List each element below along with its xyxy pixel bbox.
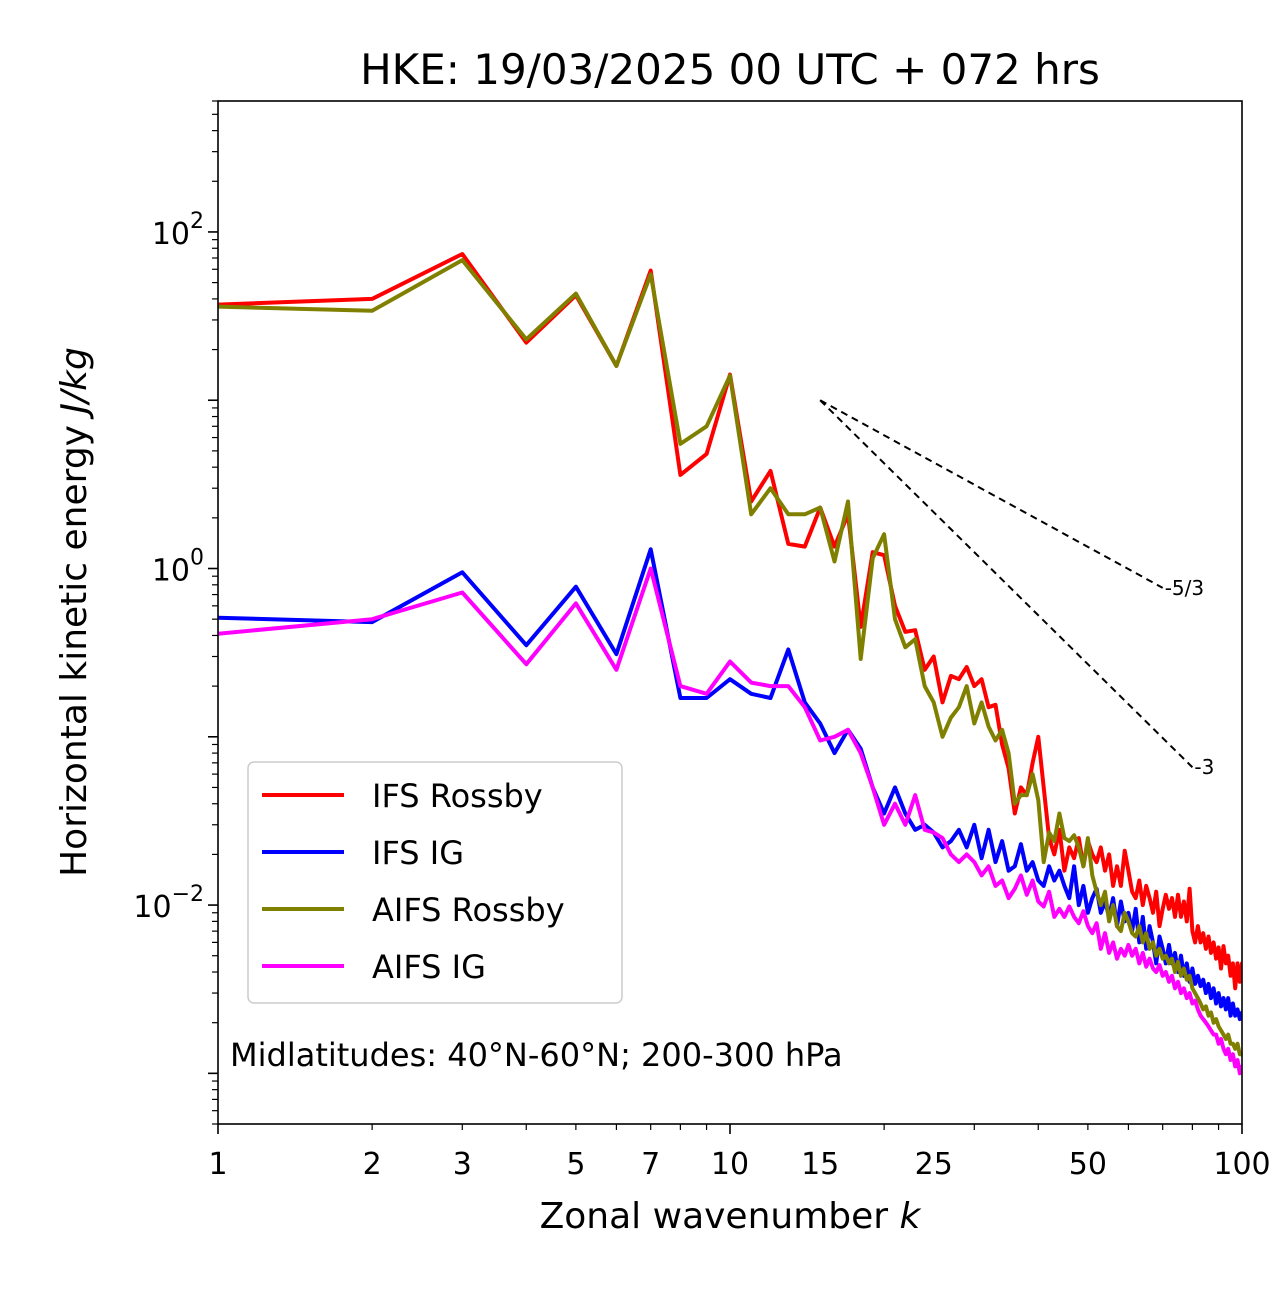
y-tick-label: 102 [152, 209, 204, 252]
reference-lines: -5/3 -3 [819, 399, 1214, 779]
series-line-aifs-rossby [218, 258, 1242, 1057]
reference-line-1 [819, 399, 1164, 589]
legend-label-aifs-ig: AIFS IG [372, 948, 486, 986]
legend-label-aifs-rossby: AIFS Rossby [372, 891, 565, 929]
y-axis-title-unit: J/kg [54, 347, 95, 419]
x-axis: 1 2 3 5 7 10 15 25 50 100 [208, 1124, 1271, 1182]
y-axis-title-text: Horizontal kinetic energy [54, 425, 95, 877]
chart-title: HKE: 19/03/2025 00 UTC + 072 hrs [360, 45, 1100, 94]
reference-line-label-1: -5/3 [1165, 576, 1204, 600]
reference-line-2 [819, 399, 1194, 768]
legend-label-ifs-ig: IFS IG [372, 834, 464, 872]
x-tick-label: 100 [1213, 1147, 1270, 1182]
y-tick-label: 10−2 [133, 882, 204, 925]
x-tick-label: 50 [1069, 1147, 1107, 1182]
reference-line-label-2: -3 [1194, 755, 1214, 779]
x-tick-label: 5 [566, 1147, 585, 1182]
legend-label-ifs-rossby: IFS Rossby [372, 777, 543, 815]
series-line-aifs-ig [218, 566, 1242, 1076]
y-axis: 102 100 10−2 [133, 100, 218, 1125]
x-axis-title-var: k [900, 1196, 923, 1237]
x-tick-label: 1 [208, 1147, 227, 1182]
x-axis-title-text: Zonal wavenumber [540, 1196, 889, 1237]
region-annotation: Midlatitudes: 40°N-60°N; 200-300 hPa [230, 1036, 843, 1074]
x-tick-label: 2 [363, 1147, 382, 1182]
y-tick-label: 100 [152, 546, 204, 589]
x-tick-label: 7 [641, 1147, 660, 1182]
x-tick-label: 25 [915, 1147, 953, 1182]
y-axis-title: Horizontal kinetic energy J/kg [54, 347, 95, 877]
legend: IFS Rossby IFS IG AIFS Rossby AIFS IG [247, 761, 623, 1004]
x-tick-label: 15 [801, 1147, 839, 1182]
legend-box [247, 761, 623, 1004]
x-axis-title: Zonal wavenumber k [540, 1196, 923, 1237]
x-tick-label: 3 [453, 1147, 472, 1182]
series-layer [218, 252, 1242, 1076]
x-tick-label: 10 [711, 1147, 749, 1182]
